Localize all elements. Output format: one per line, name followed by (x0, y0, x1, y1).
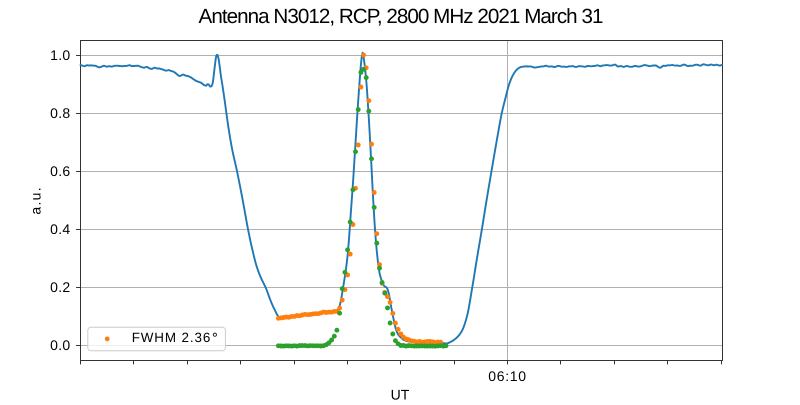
svg-text:0.0: 0.0 (50, 337, 70, 353)
svg-text:a.u.: a.u. (28, 186, 44, 215)
svg-text:FWHM 2.36: FWHM 2.36 (132, 330, 212, 345)
svg-text:0.4: 0.4 (50, 221, 70, 237)
svg-text:0.2: 0.2 (50, 279, 70, 295)
svg-text:06:10: 06:10 (488, 368, 527, 384)
svg-text:UT: UT (391, 386, 410, 400)
svg-text:0.6: 0.6 (50, 163, 70, 179)
svg-text:0.8: 0.8 (50, 105, 70, 121)
svg-text:1.0: 1.0 (50, 47, 70, 63)
svg-text:Antenna N3012, RCP, 2800 MHz 2: Antenna N3012, RCP, 2800 MHz 2021 March … (199, 5, 603, 28)
